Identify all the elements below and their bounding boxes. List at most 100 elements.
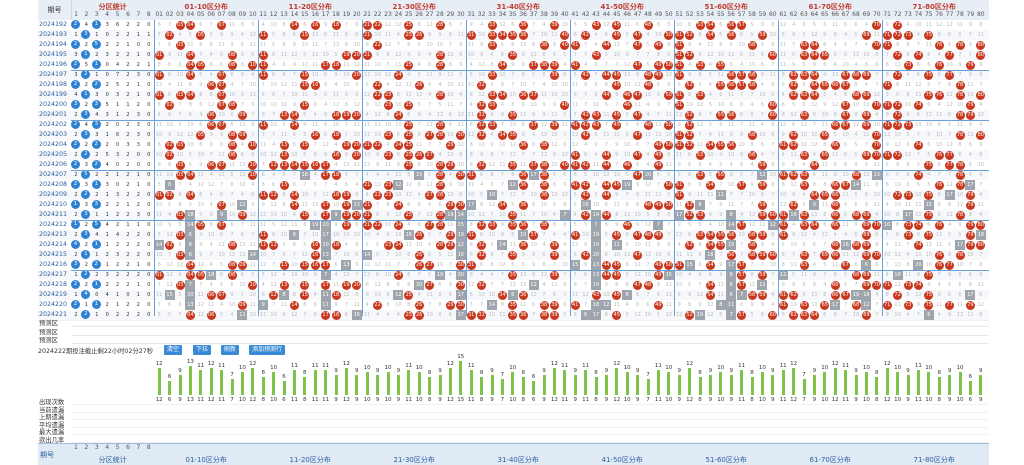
omission-cell: 5 [459,62,463,68]
zone-count-ball: 2 [71,180,80,189]
stat-value: 10 [894,397,902,403]
omission-cell: 5 [781,242,785,248]
zone-count-cell: 2 [126,262,130,268]
omission-cell: 5 [708,72,712,78]
drawn-number-ball: 75 [924,300,934,310]
predict-row-input[interactable] [71,335,989,344]
omission-cell: 9 [230,292,234,298]
omission-cell: 7 [750,202,754,208]
drawn-number-ball: 38 [539,220,549,230]
number-col-header: 59 [758,11,767,18]
omission-cell: 9 [532,262,536,268]
predict-row-input[interactable] [71,327,989,336]
missing-streak-block: 12 [528,280,539,290]
omission-cell: 8 [407,272,411,278]
omission-cell: 6 [740,32,744,38]
drawn-number-ball: 60 [768,100,778,110]
drawn-number-ball: 06 [206,160,216,170]
omission-cell: 4 [428,82,432,88]
omission-cell: 8 [563,222,567,228]
drawn-number-ball: 70 [872,220,882,230]
omission-cell: 5 [376,242,380,248]
count-bar-label: 11 [582,363,590,370]
omission-cell: 7 [740,252,744,258]
omission-cell: 9 [480,152,484,158]
omission-cell: 12 [676,312,683,318]
omission-cell: 7 [417,272,421,278]
section-divider [674,20,676,316]
predict-row-input[interactable] [71,318,989,327]
omission-cell: 10 [540,202,548,208]
clear-button[interactable]: 清空 [164,345,183,355]
omission-cell: 6 [854,232,858,238]
omission-cell: 8 [698,72,702,78]
omission-cell: 12 [447,52,454,58]
omission-cell: 6 [906,142,910,148]
zone-count-ball: 2 [91,80,101,89]
omission-cell: 10 [364,262,371,268]
omission-cell: 6 [823,312,827,318]
omission-cell: 5 [864,162,868,168]
omission-cell: 5 [209,32,213,38]
omission-cell: 11 [332,32,340,38]
drawn-number-ball: 28 [435,180,445,190]
omission-cell: 5 [386,212,390,218]
footer-section-title: 21-30区分布 [393,456,435,464]
drawn-number-ball: 02 [165,240,175,250]
omission-cell: 12 [613,42,620,48]
period-label: 2024220 [39,301,68,308]
omission-cell: 9 [916,272,920,278]
omission-cell: 5 [625,122,629,128]
omission-cell: 4 [396,32,400,38]
zone-count-ball: 3 [91,200,101,209]
omission-cell: 11 [894,242,901,248]
stat-row-label: 当前遗漏 [39,406,65,414]
drawn-number-ball: 20 [352,280,362,290]
period-label: 2024211 [39,211,68,218]
omission-cell: 12 [894,252,901,258]
missing-streak-block: 18 [185,210,196,220]
drawn-number-ball: 35 [508,110,518,120]
omission-cell: 10 [738,42,745,48]
omission-cell: 10 [728,152,735,158]
add-predict-row-button[interactable]: 添加预测行 [249,345,286,355]
missing-streak-block: 17 [830,300,841,310]
drawn-number-ball: 79 [965,220,975,230]
drawn-number-ball: 25 [404,160,414,170]
drawn-number-ball: 42 [581,160,591,170]
omission-cell: 10 [395,102,402,108]
count-bar [272,372,276,395]
omission-cell: 9 [615,92,619,98]
omission-cell: 6 [740,162,744,168]
refresh-button[interactable]: 刷新 [221,345,240,355]
drawn-number-ball: 21 [362,200,372,210]
omission-cell: 11 [426,292,433,298]
missing-streak-block: 12 [778,270,789,280]
drawn-number-ball: 52 [685,50,695,60]
omission-cell: 9 [885,22,889,28]
zone-count-cell: 6 [116,132,120,138]
drawn-number-ball: 04 [185,170,195,180]
omission-cell: 8 [313,152,317,158]
omission-cell: 5 [573,192,577,198]
missing-streak-block: 12 [767,220,778,230]
drawn-number-ball: 38 [539,180,549,190]
zone-count-cell: 3 [84,182,88,188]
omission-cell: 12 [395,22,402,28]
omission-cell: 7 [916,42,920,48]
zone-count-cell: 3 [95,132,99,138]
omission-cell: 12 [915,82,922,88]
drawn-number-ball: 24 [393,140,403,150]
omission-cell: 7 [344,302,348,308]
omission-cell: 10 [447,132,454,138]
omission-cell: 10 [301,192,308,198]
omission-cell: 7 [500,282,504,288]
missing-streak-block: 19 [622,180,633,190]
down-button[interactable]: 下拉 [193,345,212,355]
omission-cell: 5 [220,312,224,318]
count-bar-label: 9 [573,367,577,374]
omission-cell: 11 [384,262,392,268]
omission-cell: 8 [750,272,754,278]
omission-cell: 6 [604,32,608,38]
omission-cell: 9 [178,272,182,278]
